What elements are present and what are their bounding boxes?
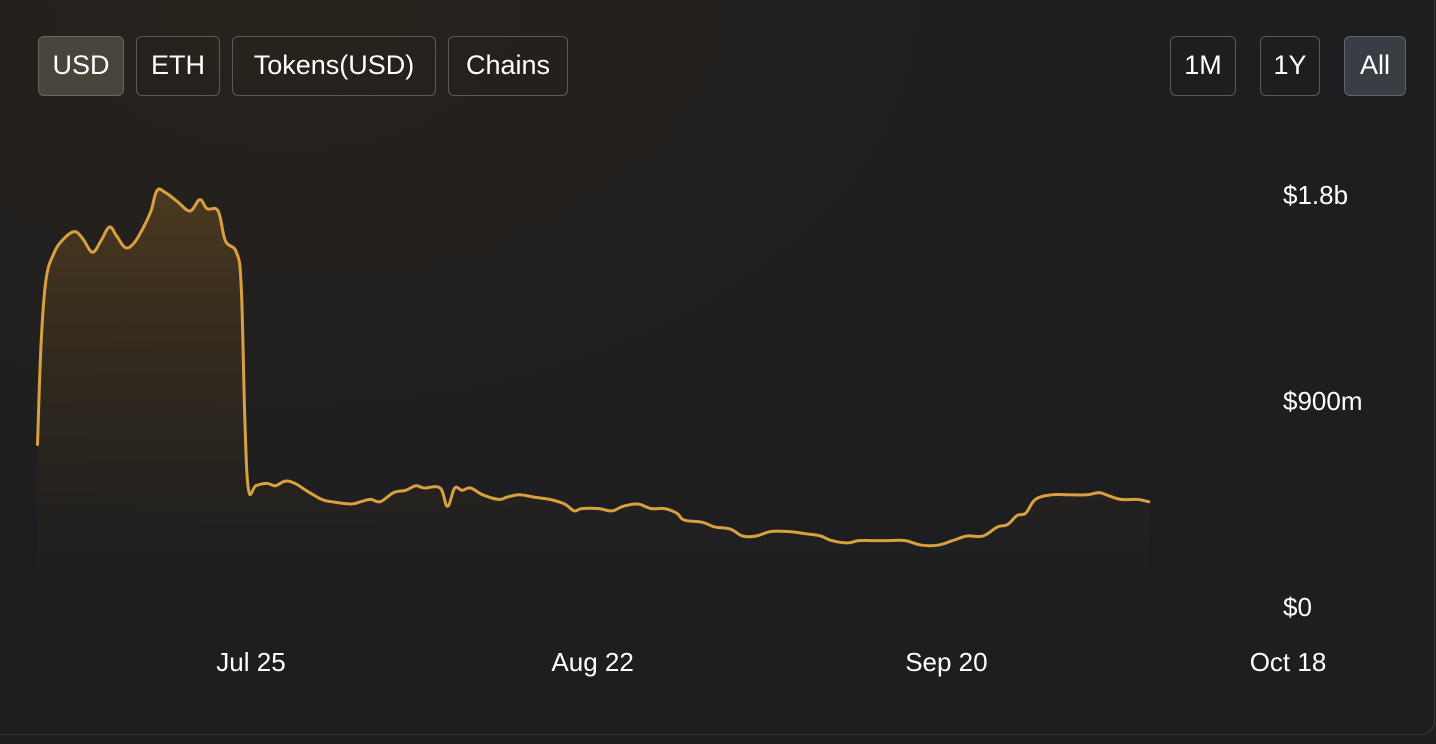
series-area-fill [37, 189, 1149, 568]
tab-chains[interactable]: Chains [448, 36, 568, 96]
tab-usd[interactable]: USD [38, 36, 124, 96]
range-all-button[interactable]: All [1344, 36, 1406, 96]
tab-tokens-usd[interactable]: Tokens(USD) [232, 36, 436, 96]
series-line [36, 187, 1151, 548]
x-tick-label: Aug 22 [551, 647, 633, 677]
y-tick-label: $900m [1283, 386, 1363, 416]
tab-eth[interactable]: ETH [136, 36, 220, 96]
range-1m-button[interactable]: 1M [1170, 36, 1236, 96]
x-tick-label: Sep 20 [905, 647, 987, 677]
y-tick-label: $0 [1283, 592, 1312, 622]
y-tick-label: $1.8b [1283, 180, 1348, 210]
range-1y-button[interactable]: 1Y [1260, 36, 1320, 96]
x-tick-label: Oct 18 [1250, 647, 1327, 677]
x-tick-label: Jul 25 [216, 647, 285, 677]
